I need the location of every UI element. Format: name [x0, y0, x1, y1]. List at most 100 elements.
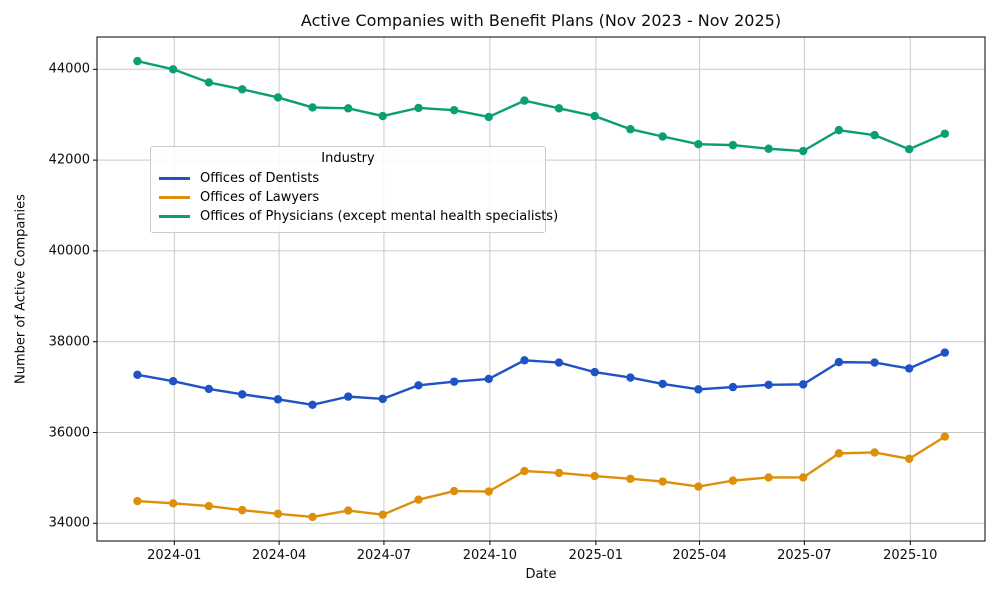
- data-point-marker: [904, 364, 914, 373]
- data-point-marker: [449, 377, 459, 386]
- series-line: [136, 351, 947, 407]
- data-point-marker: [626, 373, 635, 382]
- series-offices-of-dentists: [133, 348, 950, 410]
- x-tick-label: 2025-10: [883, 548, 938, 563]
- data-point-marker: [904, 145, 914, 154]
- data-point-marker: [798, 380, 808, 389]
- legend-row: Offices of Physicians (except mental hea…: [159, 207, 558, 226]
- data-point-marker: [520, 466, 529, 476]
- data-point-marker: [728, 382, 738, 392]
- data-point-marker: [520, 96, 529, 105]
- data-point-marker: [414, 103, 423, 113]
- y-axis-label: Number of Active Companies: [13, 194, 29, 384]
- data-point-marker: [798, 146, 808, 156]
- y-tick-label: 40000: [48, 243, 90, 259]
- x-tick-label: 2024-07: [356, 548, 412, 563]
- data-point-marker: [870, 448, 879, 457]
- data-point-marker: [484, 374, 493, 384]
- data-point-marker: [554, 468, 564, 478]
- data-point-marker: [238, 390, 247, 399]
- data-point-marker: [273, 93, 283, 102]
- data-point-marker: [658, 132, 667, 141]
- x-tick-label: 2025-07: [777, 548, 832, 563]
- legend-swatch: [159, 196, 190, 199]
- data-point-marker: [658, 477, 667, 486]
- legend-swatch: [159, 177, 190, 180]
- data-point-marker: [940, 129, 950, 138]
- data-point-marker: [764, 473, 773, 482]
- data-point-marker: [449, 105, 459, 115]
- data-point-marker: [694, 482, 703, 491]
- chart-title: Active Companies with Benefit Plans (Nov…: [300, 11, 782, 30]
- data-point-marker: [554, 358, 564, 367]
- series-line: [136, 59, 947, 153]
- data-point-marker: [308, 103, 317, 112]
- data-point-marker: [238, 85, 247, 94]
- data-point-marker: [590, 471, 599, 481]
- data-point-marker: [133, 496, 142, 506]
- data-point-marker: [728, 140, 738, 150]
- y-tick-label: 34000: [48, 515, 90, 531]
- data-point-marker: [626, 474, 635, 484]
- y-tick-label: 38000: [48, 334, 90, 350]
- data-point-marker: [308, 512, 317, 522]
- x-tick-label: 2024-04: [251, 548, 307, 563]
- data-point-marker: [238, 505, 247, 515]
- series-offices-of-physicians-except-mental-health-specialists: [133, 56, 950, 156]
- data-point-marker: [204, 78, 214, 87]
- data-point-marker: [204, 501, 214, 511]
- gridlines: [97, 37, 985, 541]
- data-point-marker: [273, 509, 283, 518]
- legend-title: Industry: [321, 151, 375, 166]
- legend-row: Offices of Lawyers: [159, 188, 537, 207]
- data-point-marker: [484, 487, 493, 496]
- data-point-marker: [728, 476, 738, 485]
- data-point-marker: [204, 384, 214, 394]
- data-point-marker: [344, 506, 353, 515]
- x-tick-label: 2024-10: [462, 548, 518, 563]
- x-axis-label: Date: [525, 567, 557, 582]
- tick-marks: [93, 68, 911, 545]
- legend-label: Offices of Dentists: [200, 171, 320, 186]
- legend-label: Offices of Lawyers: [200, 190, 320, 205]
- legend-row: Offices of Dentists: [159, 169, 537, 188]
- data-point-marker: [694, 385, 703, 394]
- data-point-marker: [378, 111, 387, 121]
- data-point-marker: [520, 356, 529, 365]
- plot-border: [96, 36, 986, 542]
- data-point-marker: [168, 376, 178, 386]
- data-point-marker: [414, 381, 423, 390]
- data-point-marker: [484, 112, 493, 122]
- legend-label: Offices of Physicians (except mental hea…: [200, 209, 559, 224]
- x-tick-label: 2025-04: [672, 548, 727, 563]
- data-point-marker: [344, 104, 353, 113]
- data-point-marker: [764, 380, 773, 390]
- legend-swatch: [159, 215, 190, 218]
- data-point-marker: [694, 140, 703, 149]
- data-point-marker: [870, 358, 879, 367]
- data-point-marker: [554, 104, 564, 113]
- y-tick-label: 36000: [48, 425, 90, 440]
- data-point-marker: [834, 125, 844, 135]
- data-point-marker: [449, 486, 459, 496]
- data-point-marker: [378, 510, 387, 519]
- data-point-marker: [870, 130, 879, 140]
- series-offices-of-lawyers: [133, 432, 950, 522]
- data-point-marker: [308, 400, 317, 410]
- data-point-marker: [414, 495, 423, 504]
- data-point-marker: [940, 432, 950, 441]
- data-point-marker: [168, 65, 178, 74]
- data-point-marker: [590, 367, 599, 377]
- data-point-marker: [904, 454, 914, 464]
- data-point-marker: [273, 395, 283, 404]
- data-point-marker: [590, 111, 599, 121]
- y-tick-label: 42000: [48, 152, 90, 168]
- x-tick-label: 2025-01: [568, 548, 624, 563]
- series-line: [136, 435, 947, 519]
- legend: Industry Offices of Dentists Offices of L…: [150, 146, 558, 233]
- data-point-marker: [798, 473, 808, 482]
- data-point-marker: [764, 144, 773, 153]
- data-point-marker: [378, 394, 387, 404]
- data-point-marker: [344, 392, 353, 401]
